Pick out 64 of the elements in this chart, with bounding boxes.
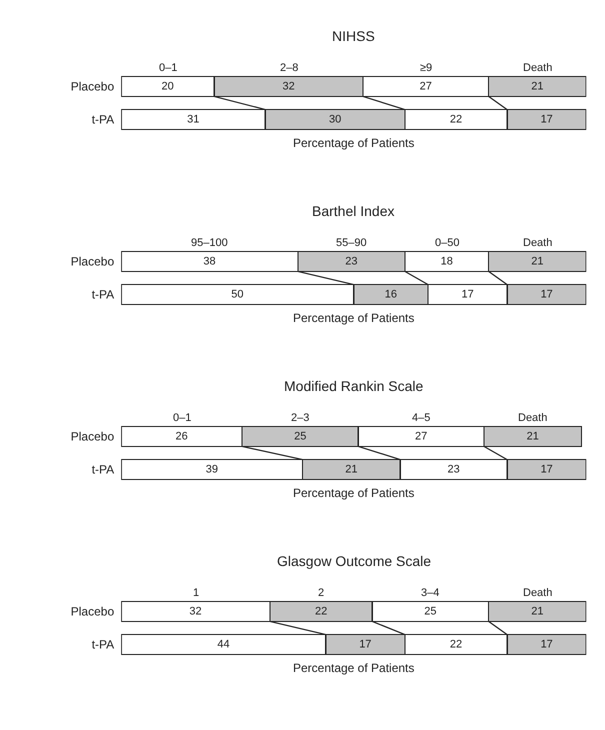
series-label: 2	[318, 587, 324, 599]
series-label: 4–5	[412, 412, 430, 424]
y-tick-label: Placebo	[70, 604, 114, 619]
series-label: 3–4	[421, 587, 440, 599]
y-tick-label: Placebo	[70, 80, 114, 94]
data-label: 23	[345, 256, 358, 268]
data-label: 21	[526, 430, 539, 442]
y-tick-label: t-PA	[92, 288, 114, 302]
series-label: 0–50	[435, 237, 460, 249]
data-label: 21	[531, 256, 544, 268]
data-label: 17	[462, 288, 474, 300]
data-label: 22	[450, 638, 462, 650]
series-label: 2–8	[280, 62, 298, 74]
data-label: 25	[424, 606, 437, 618]
data-label: 17	[540, 638, 553, 650]
data-label: 21	[345, 464, 358, 476]
data-label: 16	[384, 288, 398, 300]
data-label: 17	[540, 464, 553, 476]
y-tick-label: Placebo	[70, 430, 114, 444]
data-label: 31	[187, 114, 200, 126]
data-label: 32	[189, 606, 202, 618]
x-axis-title: Percentage of Patients	[292, 136, 414, 150]
data-label: 18	[440, 256, 453, 268]
data-label: 39	[206, 464, 218, 476]
chart-title: NIHSS	[332, 28, 375, 44]
y-tick-label: Placebo	[70, 254, 114, 269]
data-label: 17	[540, 114, 553, 126]
data-label: 26	[175, 430, 188, 442]
series-label: 55–90	[336, 237, 367, 249]
chart-title: Barthel Index	[312, 203, 394, 219]
y-tick-label: t-PA	[92, 112, 114, 127]
data-label: 17	[359, 638, 372, 650]
data-label: 17	[540, 288, 553, 300]
data-label: 38	[203, 256, 216, 268]
series-label: Death	[523, 62, 552, 74]
data-label: 32	[282, 80, 295, 92]
chart-title: Modified Rankin Scale	[284, 378, 424, 394]
data-label: 22	[315, 606, 328, 618]
data-label: 20	[162, 80, 174, 92]
series-label: 1	[193, 587, 200, 599]
data-label: 21	[531, 80, 544, 92]
series-label: 0–1	[173, 412, 192, 424]
x-axis-title: Percentage of Patients	[292, 486, 414, 500]
data-label: 27	[415, 430, 428, 442]
y-tick-label: t-PA	[92, 462, 114, 477]
data-label: 27	[420, 80, 432, 92]
data-label: 23	[448, 464, 460, 476]
data-label: 22	[450, 114, 462, 126]
series-label: 95–100	[191, 237, 228, 249]
series-label: Death	[518, 412, 548, 424]
series-label: 0–1	[159, 62, 178, 74]
data-label: 50	[231, 288, 244, 300]
data-label: 21	[531, 606, 544, 618]
series-label: Death	[523, 587, 552, 599]
series-label: 2–3	[291, 412, 310, 424]
data-label: 44	[217, 638, 230, 650]
y-tick-label: t-PA	[92, 638, 114, 652]
series-label: ≥9	[420, 62, 432, 74]
data-label: 25	[294, 430, 306, 442]
chart-title: Glasgow Outcome Scale	[277, 553, 432, 569]
data-label: 30	[328, 114, 342, 126]
x-axis-title: Percentage of Patients	[292, 660, 414, 675]
series-label: Death	[523, 237, 552, 249]
x-axis-title: Percentage of Patients	[292, 310, 414, 325]
